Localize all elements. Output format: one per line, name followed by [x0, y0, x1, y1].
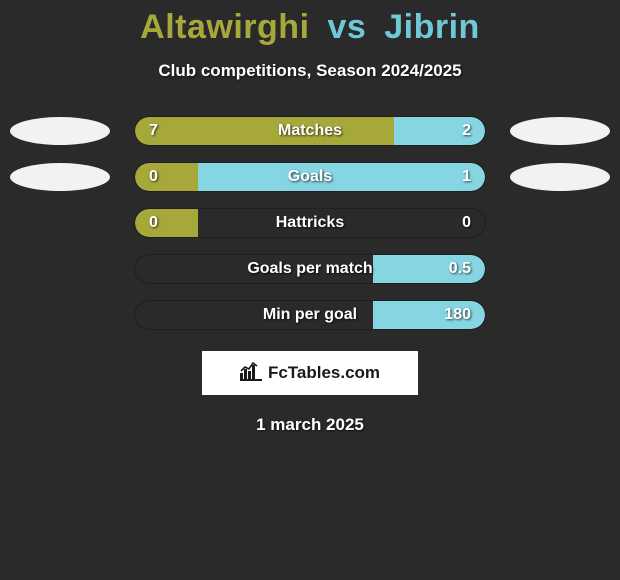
bar-fill-right [198, 163, 485, 191]
page-title: Altawirghi vs Jibrin [0, 0, 620, 47]
title-player2: Jibrin [384, 8, 480, 46]
stat-value-right: 0.5 [449, 255, 471, 283]
stat-value-right: 2 [462, 117, 471, 145]
stat-value-right: 180 [444, 301, 471, 329]
stat-value-left: 7 [149, 117, 158, 145]
stat-bar: 01Goals [135, 163, 485, 191]
stat-bar: 180Min per goal [135, 301, 485, 329]
title-vs: vs [327, 8, 366, 46]
date-label: 1 march 2025 [0, 415, 620, 435]
stat-row: 00Hattricks [0, 209, 620, 237]
stat-row: 72Matches [0, 117, 620, 145]
stat-bar: 0.5Goals per match [135, 255, 485, 283]
bar-fill-left [135, 117, 394, 145]
player1-badge [10, 163, 110, 191]
attribution-box: FcTables.com [202, 351, 418, 395]
attribution-label: FcTables.com [268, 363, 380, 383]
stat-value-right: 0 [462, 209, 471, 237]
stat-value-left: 0 [149, 209, 158, 237]
stat-rows: 72Matches01Goals00Hattricks0.5Goals per … [0, 117, 620, 329]
player2-badge [510, 117, 610, 145]
stat-value-right: 1 [462, 163, 471, 191]
title-player1: Altawirghi [140, 8, 309, 46]
subtitle: Club competitions, Season 2024/2025 [0, 61, 620, 81]
stat-row: 180Min per goal [0, 301, 620, 329]
stat-row: 01Goals [0, 163, 620, 191]
player1-badge [10, 117, 110, 145]
bar-fill-right [394, 117, 485, 145]
player2-badge [510, 163, 610, 191]
bar-chart-icon [240, 361, 262, 386]
stat-bar: 72Matches [135, 117, 485, 145]
bar-fill-left [135, 163, 198, 191]
stat-bar: 00Hattricks [135, 209, 485, 237]
comparison-infographic: Altawirghi vs Jibrin Club competitions, … [0, 0, 620, 580]
bar-fill-left [135, 209, 198, 237]
stat-row: 0.5Goals per match [0, 255, 620, 283]
stat-value-left: 0 [149, 163, 158, 191]
